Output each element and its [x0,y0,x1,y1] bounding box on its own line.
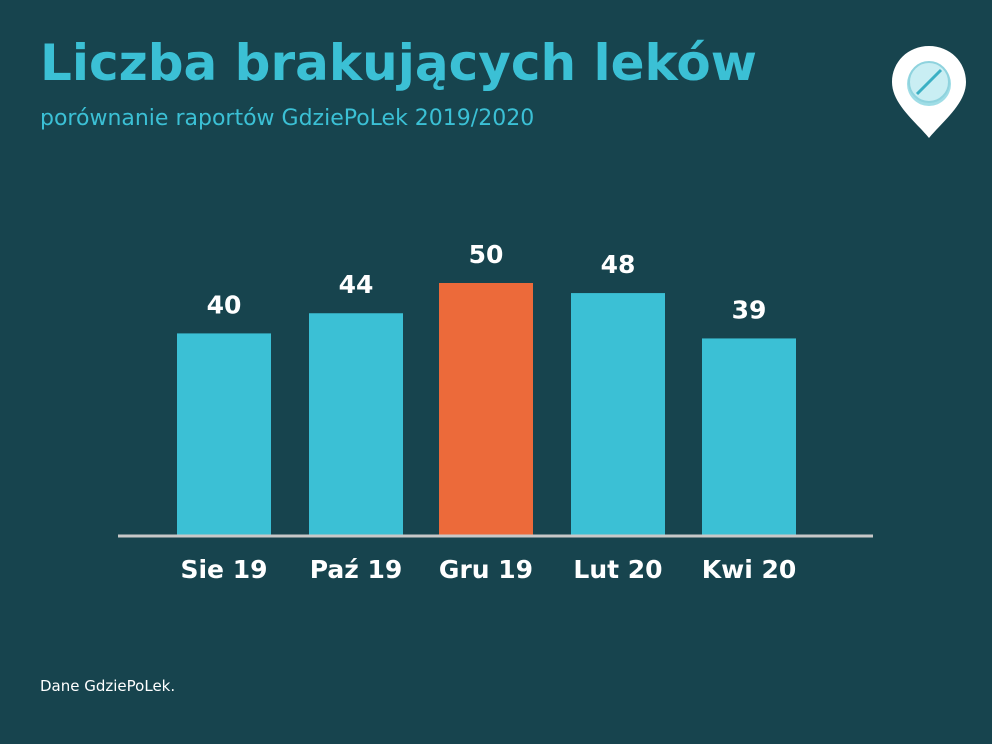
x-tick-label: Kwi 20 [702,555,797,584]
data-label: 44 [339,270,374,299]
data-label: 40 [207,290,242,319]
bar [702,338,796,535]
x-tick-label: Paź 19 [310,555,403,584]
bar [571,293,665,535]
data-label: 39 [732,295,767,324]
data-label: 48 [601,250,636,279]
bar [309,313,403,535]
pill-location-pin-icon [892,46,966,138]
data-label: 50 [469,240,504,269]
source-note: Dane GdziePoLek. [40,677,176,695]
bar [177,333,271,535]
x-tick-label: Lut 20 [573,555,662,584]
x-tick-label: Sie 19 [180,555,267,584]
x-tick-label: Gru 19 [439,555,533,584]
chart-title: Liczba brakujących leków [40,34,757,92]
chart-subtitle: porównanie raportów GdziePoLek 2019/2020 [40,106,535,131]
bar [439,283,533,535]
